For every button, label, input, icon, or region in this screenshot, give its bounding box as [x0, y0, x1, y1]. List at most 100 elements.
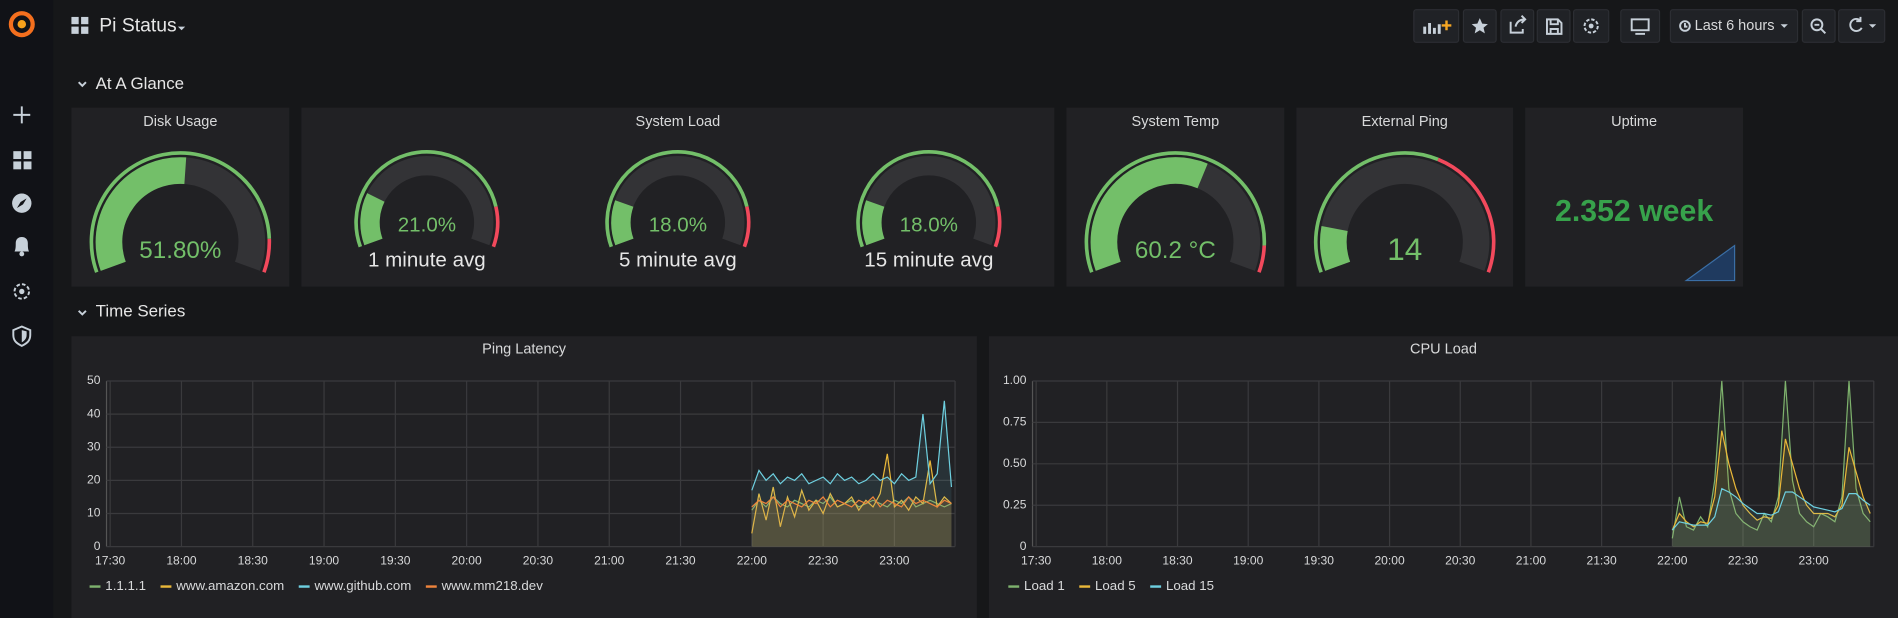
gauge-track: [1320, 157, 1490, 271]
x-tick-label: 23:00: [879, 553, 910, 567]
panel-title: CPU Load: [1410, 341, 1477, 357]
y-tick-label: 0.50: [1003, 456, 1027, 470]
series-area: [751, 496, 952, 547]
gauge-subtitle: 5 minute avg: [619, 249, 737, 272]
y-tick-label: 1.00: [1003, 373, 1027, 387]
gauge-value: 21.0%: [398, 214, 456, 237]
zoom-out-button[interactable]: [1801, 9, 1836, 43]
x-tick-label: 20:30: [523, 553, 554, 567]
panel-title: External Ping: [1362, 114, 1448, 130]
x-tick-label: 22:00: [1657, 553, 1688, 567]
create-icon[interactable]: [13, 106, 31, 124]
sparkline: [1684, 244, 1736, 282]
x-tick-label: 18:30: [238, 553, 269, 567]
admin-icon[interactable]: [12, 325, 32, 347]
x-tick-label: 21:30: [665, 553, 696, 567]
threshold-band: [491, 206, 500, 248]
gauge-subtitle: 1 minute avg: [368, 249, 486, 272]
star-button[interactable]: [1462, 9, 1497, 43]
row-title[interactable]: At A Glance: [96, 74, 184, 93]
y-tick-label: 30: [87, 439, 101, 453]
gauge-value: 18.0%: [649, 214, 707, 237]
series-area: [751, 496, 952, 547]
panel: [988, 336, 1898, 618]
legend-label[interactable]: www.github.com: [313, 578, 411, 593]
panel: [1525, 107, 1744, 287]
threshold-band: [89, 151, 272, 273]
time-picker[interactable]: Last 6 hours: [1669, 9, 1799, 43]
tv-mode-button[interactable]: [1620, 9, 1661, 43]
refresh-button[interactable]: [1838, 9, 1886, 43]
add-panel-button[interactable]: [1413, 9, 1460, 43]
legend-label[interactable]: Load 5: [1095, 578, 1136, 593]
save-button[interactable]: [1536, 9, 1571, 43]
gauge-fill: [95, 157, 187, 271]
gauge-value: 18.0%: [900, 214, 958, 237]
panel: [71, 336, 977, 618]
alerting-icon[interactable]: [14, 237, 30, 257]
y-tick-label: 40: [87, 406, 101, 420]
x-tick-label: 22:00: [737, 553, 768, 567]
dashboard-picker[interactable]: Pi Status: [71, 15, 186, 37]
x-tick-label: 20:30: [1445, 553, 1476, 567]
threshold-band: [605, 150, 749, 248]
x-tick-label: 22:30: [1728, 553, 1759, 567]
x-tick-label: 19:00: [1233, 553, 1264, 567]
gauge-value: 60.2 °C: [1135, 237, 1216, 264]
dashboard-title[interactable]: Pi Status: [99, 15, 176, 37]
panel: [301, 107, 1055, 287]
configuration-icon[interactable]: [13, 283, 31, 300]
series-line: [751, 400, 953, 491]
dashboards-icon[interactable]: [13, 151, 32, 170]
threshold-band: [856, 150, 1000, 248]
y-tick-label: 0: [1020, 539, 1027, 553]
gauge-subtitle: 15 minute avg: [864, 249, 993, 272]
x-tick-label: 19:30: [1304, 553, 1335, 567]
x-tick-label: 21:30: [1587, 553, 1618, 567]
series-area: [1672, 488, 1871, 547]
panel-title[interactable]: Uptime: [1611, 114, 1657, 130]
y-tick-label: 50: [87, 373, 101, 387]
row-header[interactable]: Time Series: [77, 301, 186, 320]
x-tick-label: 17:30: [95, 553, 126, 567]
threshold-band: [742, 206, 751, 248]
threshold-band: [1084, 151, 1267, 273]
gauge-fill: [1320, 226, 1351, 271]
x-tick-label: 22:30: [808, 553, 839, 567]
x-tick-label: 18:00: [166, 553, 197, 567]
explore-icon[interactable]: [12, 193, 32, 213]
gauge-fill: [611, 200, 634, 246]
gauge-fill: [862, 200, 885, 246]
gauge-value: 14: [1387, 232, 1422, 267]
threshold-band: [1437, 157, 1496, 273]
sidebar: [0, 0, 54, 618]
gauge-fill: [1090, 157, 1208, 271]
x-tick-label: 18:00: [1092, 553, 1123, 567]
x-tick-label: 21:00: [1516, 553, 1547, 567]
legend-label[interactable]: www.amazon.com: [175, 578, 284, 593]
x-tick-label: 18:30: [1162, 553, 1193, 567]
series-line: [1671, 430, 1871, 531]
series-line: [1671, 487, 1871, 531]
gauge-value: 51.80%: [139, 237, 221, 264]
gauge-fill: [360, 193, 385, 246]
settings-button[interactable]: [1572, 9, 1610, 43]
y-tick-label: 0.25: [1003, 497, 1027, 511]
grafana-logo[interactable]: [8, 11, 35, 38]
legend-label[interactable]: www.mm218.dev: [441, 578, 544, 593]
legend-label[interactable]: Load 1: [1024, 578, 1065, 593]
y-tick-label: 10: [87, 506, 101, 520]
threshold-band: [1257, 245, 1267, 273]
share-button[interactable]: [1500, 9, 1535, 43]
legend-label[interactable]: 1.1.1.1: [105, 578, 146, 593]
row-header[interactable]: At A Glance: [77, 74, 184, 93]
x-tick-label: 23:00: [1799, 553, 1830, 567]
x-tick-label: 19:30: [380, 553, 411, 567]
threshold-band: [262, 238, 272, 273]
legend-label[interactable]: Load 15: [1166, 578, 1214, 593]
panel-title: System Load: [636, 114, 721, 130]
time-range[interactable]: Last 6 hours: [1695, 18, 1775, 34]
row-title[interactable]: Time Series: [96, 301, 186, 320]
x-tick-label: 19:00: [309, 553, 340, 567]
